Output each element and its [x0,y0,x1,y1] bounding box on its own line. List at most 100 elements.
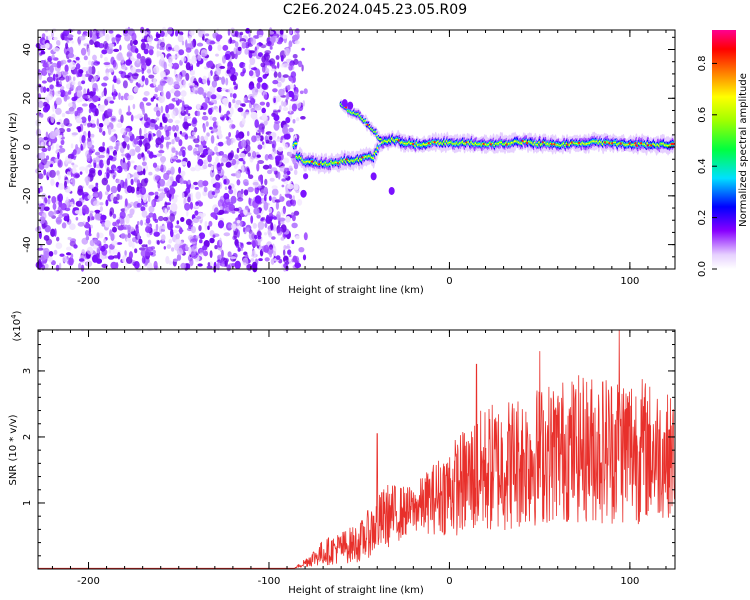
noise-speckle [217,169,222,174]
noise-speckle [214,146,218,152]
noise-speckle [303,88,308,95]
noise-speckle [52,104,55,112]
noise-speckle [126,238,132,242]
spectrogram-y-tick-label: 40 [22,43,33,56]
noise-speckle [171,110,176,119]
noise-speckle [141,210,148,218]
noise-speckle [216,86,223,93]
noise-speckle [43,169,47,176]
noise-speckle [150,246,155,250]
noise-speckle [106,166,110,174]
noise-speckle [51,30,54,38]
noise-speckle [224,186,228,190]
noise-speckle [193,181,199,186]
noise-speckle [267,40,272,46]
noise-speckle [75,56,80,61]
noise-speckle [37,100,44,109]
noise-speckle [121,162,128,170]
noise-speckle [103,87,107,97]
noise-speckle [228,114,232,118]
noise-speckle [219,65,226,69]
noise-speckle [69,238,77,243]
noise-speckle [148,133,152,140]
colorbar-tick-label: 0.2 [697,210,708,226]
noise-speckle [108,43,115,48]
noise-speckle [163,136,171,141]
noise-speckle [103,238,107,244]
noise-speckle [180,217,185,222]
noise-speckle [243,111,247,119]
noise-speckle [195,201,199,206]
noise-speckle [119,195,123,200]
noise-speckle [282,107,289,111]
noise-speckle [63,215,69,221]
noise-speckle [209,237,215,244]
noise-speckle [168,260,173,265]
snr-y-axis-label: SNR (10 * v/v) [8,414,19,485]
noise-speckle [55,242,63,249]
noise-speckle [291,103,297,112]
noise-speckle [179,177,184,185]
noise-speckle [213,99,217,105]
noise-speckle [195,90,198,95]
noise-speckle [47,55,53,62]
noise-speckle [48,251,54,257]
spectrogram-x-tick-label: -100 [258,276,281,287]
noise-speckle [279,193,282,203]
noise-speckle [292,75,296,83]
noise-speckle [257,160,265,164]
colorbar-tick-label: 0.8 [697,55,708,71]
noise-speckle [173,229,178,234]
noise-speckle [270,68,277,72]
noise-speckle [271,140,277,149]
noise-speckle [209,250,213,258]
noise-speckle [68,102,73,108]
noise-speckle [210,177,217,185]
noise-speckle [283,170,287,175]
noise-speckle [53,228,57,237]
noise-speckle [98,105,103,109]
noise-speckle [141,256,146,264]
noise-speckle [178,166,182,174]
noise-speckle [262,164,270,170]
noise-speckle [207,149,213,155]
noise-speckle [94,213,102,221]
noise-speckle [76,90,83,98]
noise-speckle [282,74,289,78]
noise-speckle [258,174,263,182]
noise-speckle [45,155,50,161]
noise-speckle [286,92,290,100]
noise-speckle [206,61,212,68]
noise-speckle [225,161,232,168]
noise-speckle [86,246,94,255]
noise-speckle [278,217,286,222]
noise-speckle [288,151,293,158]
noise-speckle [210,94,217,100]
noise-speckle [127,105,131,113]
noise-speckle [275,255,281,260]
noise-speckle [46,76,54,83]
noise-speckle [170,203,178,212]
noise-speckle [63,95,68,102]
noise-speckle [110,128,116,132]
noise-speckle [189,258,194,267]
noise-speckle [261,107,267,114]
noise-speckle [138,135,145,140]
noise-speckle [171,247,175,252]
noise-speckle [92,35,97,42]
noise-speckle [207,262,211,267]
noise-speckle [61,112,66,118]
noise-speckle [73,149,77,156]
noise-speckle [261,141,265,145]
noise-speckle [257,185,262,189]
noise-speckle [167,206,171,211]
noise-speckle [55,90,61,97]
noise-speckle [189,85,194,89]
noise-speckle [293,58,299,65]
signal-track-blob [294,142,298,145]
noise-speckle [101,177,109,186]
noise-speckle [254,119,259,128]
noise-speckle [68,61,76,71]
noise-speckle [47,195,51,199]
noise-speckle [173,90,181,97]
